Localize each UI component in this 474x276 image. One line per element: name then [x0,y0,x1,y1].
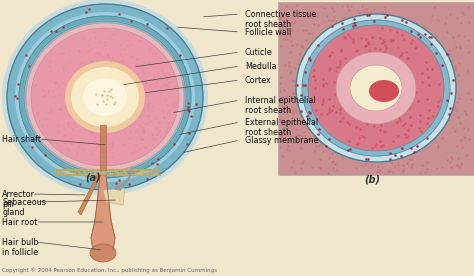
Text: Glassy membrane: Glassy membrane [245,136,319,145]
Ellipse shape [7,4,203,190]
Text: Internal epithelial
root sheath: Internal epithelial root sheath [245,96,316,115]
Polygon shape [78,170,101,215]
Text: Cortex: Cortex [245,76,272,85]
Bar [278,2,474,175]
Text: (b): (b) [364,174,380,184]
Text: Connective tissue
root sheath: Connective tissue root sheath [245,10,316,29]
Text: Cuticle: Cuticle [245,48,273,57]
Bar [100,125,106,170]
Ellipse shape [296,14,456,162]
Text: Medulla: Medulla [245,62,276,71]
Text: Hair bulb
in follicle: Hair bulb in follicle [2,238,38,258]
Ellipse shape [369,80,399,102]
Text: Copyright © 2004 Pearson Education, Inc., publishing as Benjamin Cummings: Copyright © 2004 Pearson Education, Inc.… [2,267,217,273]
Ellipse shape [336,52,416,124]
Ellipse shape [350,65,402,111]
Text: Arrector
pili: Arrector pili [2,190,35,209]
Ellipse shape [302,20,450,156]
Ellipse shape [19,16,191,178]
Text: Sebaceous
gland: Sebaceous gland [2,198,46,217]
Ellipse shape [2,0,208,195]
Ellipse shape [15,12,195,182]
Ellipse shape [65,61,145,133]
Text: Hair root: Hair root [2,218,37,227]
Ellipse shape [83,78,127,116]
Text: External epithelial
root sheath: External epithelial root sheath [245,118,318,137]
Ellipse shape [90,244,116,262]
Ellipse shape [31,28,179,166]
Ellipse shape [26,23,184,171]
Polygon shape [91,175,115,250]
Text: Follicle wall: Follicle wall [245,28,291,37]
Text: (a): (a) [85,172,100,182]
Ellipse shape [308,25,444,151]
Ellipse shape [23,20,187,174]
Text: Hair shaft: Hair shaft [2,135,41,144]
Ellipse shape [71,67,139,127]
Polygon shape [103,188,125,205]
